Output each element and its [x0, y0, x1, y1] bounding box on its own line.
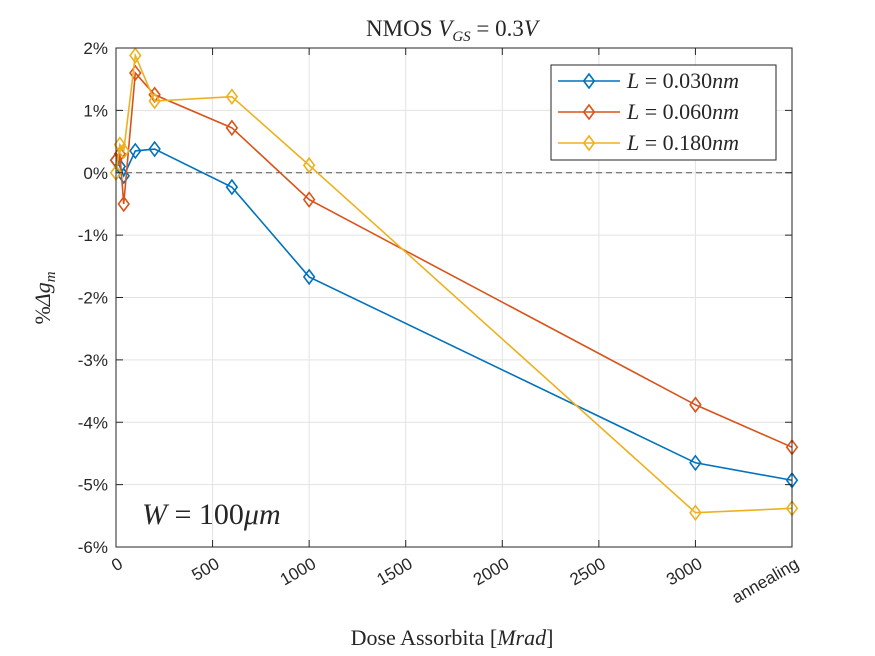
x-tick-label: 2000: [470, 554, 512, 589]
series-3: [109, 47, 799, 522]
data-point-marker: [302, 268, 316, 286]
x-tick-label: 2500: [567, 554, 609, 589]
y-tick-label: 0%: [83, 164, 108, 183]
ylabel-pct: %: [30, 306, 55, 324]
title-rest: = 0.3: [471, 16, 524, 41]
legend-marker: [582, 72, 596, 90]
data-point-marker: [689, 504, 702, 522]
x-tick-label: 3000: [663, 554, 705, 589]
legend-marker: [582, 103, 596, 121]
xlabel-unit: Mrad: [496, 625, 547, 650]
data-point-marker: [148, 92, 161, 110]
chart-title: NMOS VGS = 0.3V: [366, 16, 541, 45]
x-axis-label: Dose Assorbita [Mrad]: [351, 625, 554, 650]
y-tick-label: -5%: [78, 476, 108, 495]
data-point-marker: [689, 396, 702, 414]
data-point-marker: [129, 47, 142, 64]
x-tick-label: 1500: [373, 554, 415, 589]
legend-marker: [582, 134, 596, 152]
annotation-unit: μm: [243, 498, 281, 531]
y-tick-label: -4%: [78, 413, 108, 432]
annotation-width: W = 100μm: [142, 498, 281, 531]
xlabel-main: Dose Assorbita [: [351, 625, 498, 650]
legend-label: L = 0.180nm: [626, 130, 739, 155]
xlabel-close: ]: [546, 625, 553, 650]
y-tick-label: -2%: [78, 289, 108, 308]
ylabel-sub: m: [43, 271, 59, 282]
y-tick-label: 2%: [83, 39, 108, 58]
title-main: NMOS: [366, 16, 438, 41]
title-sub: GS: [452, 29, 471, 45]
title-unit: V: [524, 16, 541, 41]
legend: L = 0.030nm L = 0.060nm L = 0.180nm: [550, 64, 777, 161]
annotation-w: W: [142, 498, 170, 531]
x-tick-label: 500: [188, 554, 222, 585]
data-point-marker: [225, 88, 239, 105]
y-tick-label: -1%: [78, 226, 108, 245]
series-layer: [109, 47, 799, 522]
x-tick-label: annealing: [729, 554, 802, 607]
data-point-marker: [302, 191, 316, 208]
x-tick-label: 1000: [277, 554, 319, 589]
x-tick-label: 0: [108, 554, 126, 575]
y-tick-label: -6%: [78, 538, 108, 557]
annotation-eq: = 100: [167, 498, 244, 531]
legend-label: L = 0.030nm: [626, 68, 739, 93]
ylabel-delta: Δg: [30, 282, 55, 307]
data-point-marker: [117, 142, 130, 160]
data-point-marker: [225, 119, 239, 137]
data-point-marker: [129, 142, 142, 160]
y-tick-label: -3%: [78, 351, 108, 370]
data-point-marker: [225, 178, 239, 196]
title-v: V: [438, 16, 455, 41]
data-point-marker: [689, 454, 702, 472]
legend-label: L = 0.060nm: [626, 99, 739, 124]
y-axis-label: %Δgm: [30, 271, 59, 324]
data-point-marker: [302, 156, 316, 174]
data-point-marker: [148, 140, 161, 158]
data-point-marker: [117, 195, 130, 213]
data-point-marker: [129, 64, 142, 82]
y-tick-label: 1%: [83, 101, 108, 120]
